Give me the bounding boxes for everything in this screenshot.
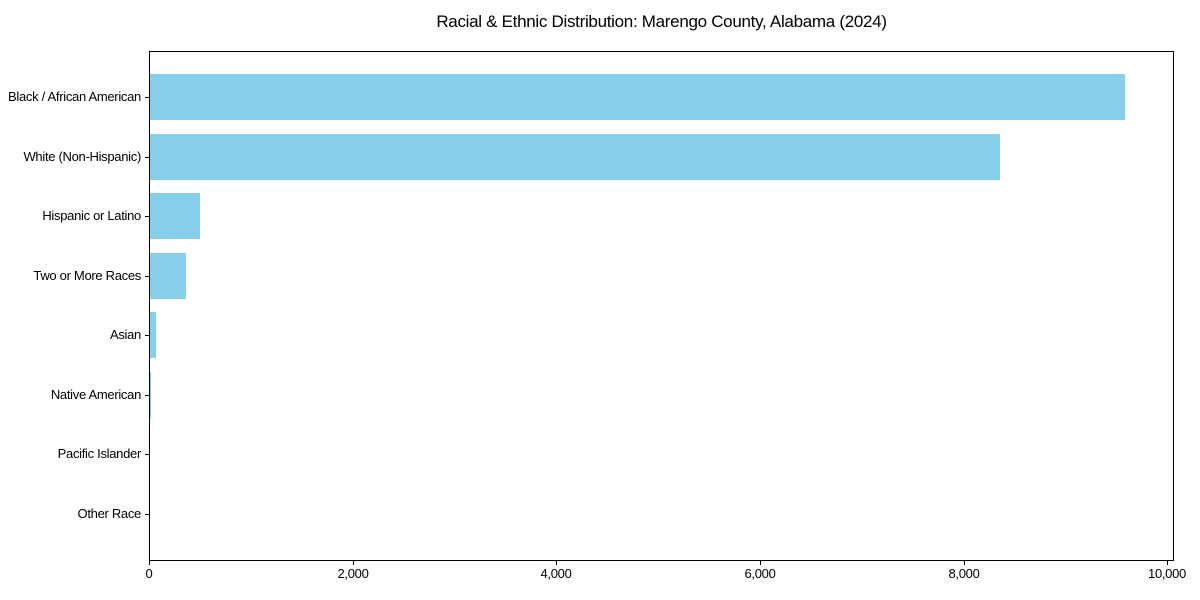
x-axis-tick-label: 10,000 [1148,566,1186,581]
y-axis-tick [145,157,149,158]
y-axis-label: Two or More Races [33,267,141,283]
x-axis-tick-label: 6,000 [744,566,776,581]
x-axis-tick [760,561,761,565]
bar [150,193,200,240]
x-axis-tick-label: 0 [145,566,153,581]
x-axis-tick [1167,561,1168,565]
x-axis-tick-label: 4,000 [540,566,572,581]
x-axis-tick [964,561,965,565]
x-axis-tick-label: 2,000 [337,566,369,581]
y-axis-label: Native American [50,386,141,402]
bar [150,74,1125,120]
y-axis-label: White (Non-Hispanic) [23,148,141,164]
y-axis-label: Pacific Islander [57,446,142,462]
y-axis-tick [145,216,149,217]
y-axis-label: Asian [109,327,141,343]
y-axis-tick [145,514,149,515]
y-axis-label: Hispanic or Latino [42,208,141,224]
y-axis-tick [145,335,149,336]
bar [150,133,1000,180]
x-axis-tick [353,561,354,565]
y-axis-tick [145,454,149,455]
y-axis-label: Other Race [77,505,142,521]
y-axis-label: Black / African American [8,89,141,104]
x-axis-tick [556,561,557,565]
y-axis-tick [145,395,149,396]
bar [150,252,186,299]
y-axis-tick [145,97,149,98]
bar [150,371,151,418]
chart-title: Racial & Ethnic Distribution: Marengo Co… [436,12,887,31]
x-axis-tick [149,561,150,565]
x-axis-tick-label: 8,000 [948,566,980,581]
y-axis-tick [145,276,149,277]
plot-area [149,51,1174,561]
bar [150,312,156,359]
